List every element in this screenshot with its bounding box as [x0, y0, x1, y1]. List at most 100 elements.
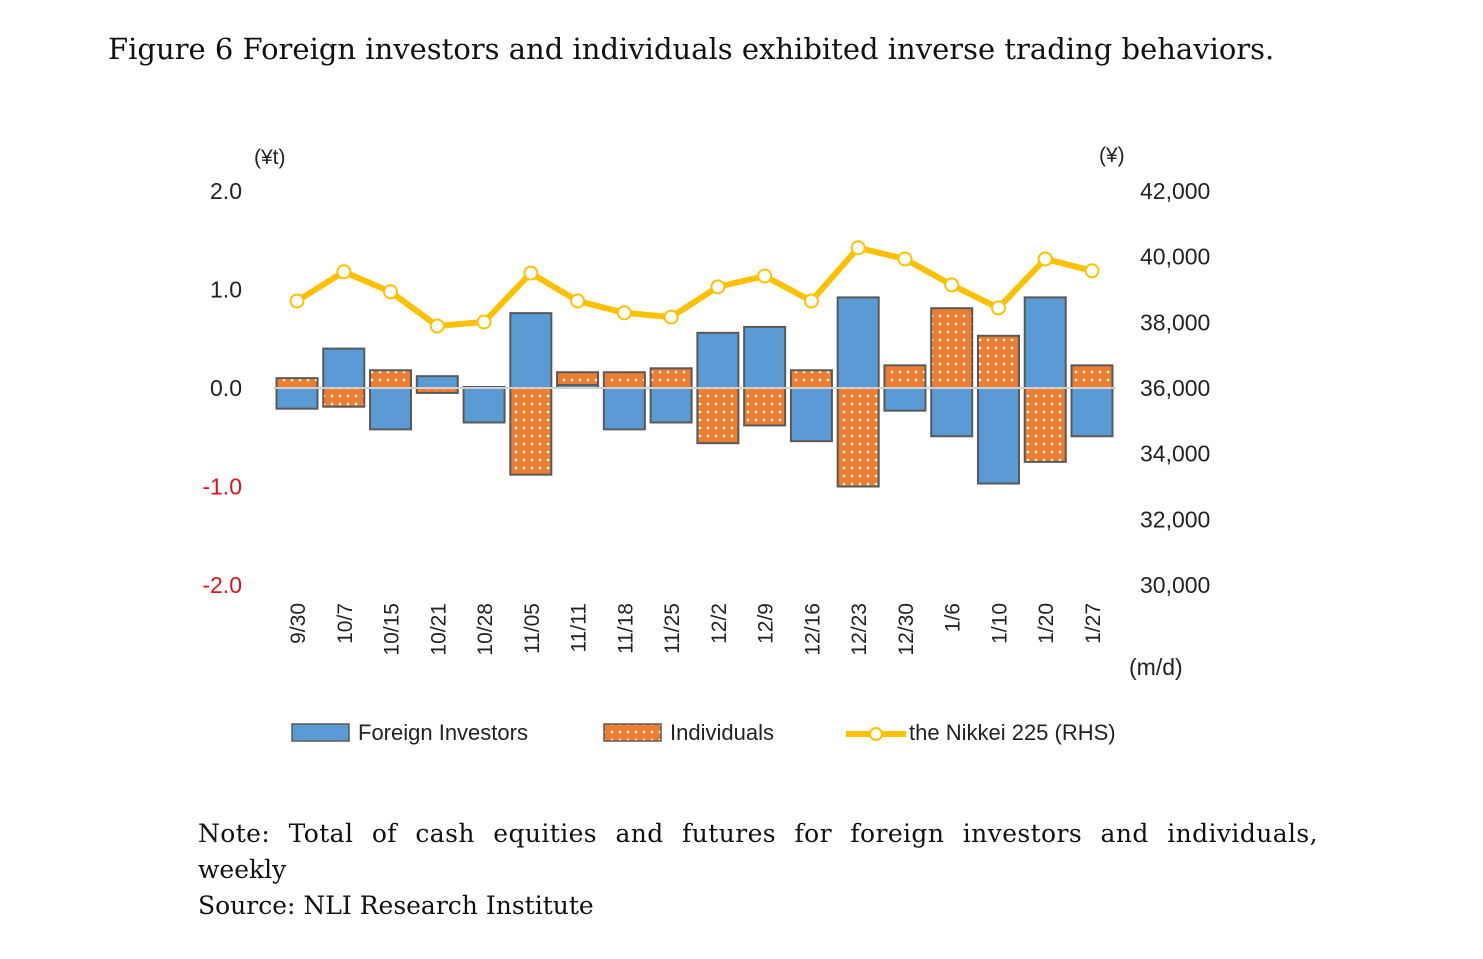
bar-individuals [836, 387, 880, 488]
nikkei-line [295, 244, 1093, 329]
nikkei-point [570, 293, 586, 309]
bar-individuals [602, 371, 646, 389]
x-tick-label: 11/18 [614, 603, 637, 654]
bar-foreign-investors [930, 387, 974, 438]
y2-tick-label: 30,000 [1140, 572, 1210, 598]
x-tick-label: 12/23 [848, 603, 871, 656]
bar-foreign-investors [883, 387, 927, 412]
nikkei-point [757, 268, 773, 284]
bar-individuals [696, 387, 740, 445]
bar-foreign-investors [976, 387, 1020, 485]
bar-foreign-investors [1070, 387, 1114, 438]
source-text: Source: NLI Research Institute [198, 891, 594, 920]
nikkei-point [944, 277, 960, 293]
bar-individuals [1023, 387, 1067, 463]
x-tick-label: 1/27 [1082, 603, 1105, 644]
nikkei-point [523, 265, 539, 281]
y-tick-label: 0.0 [210, 375, 242, 401]
bar-individuals [789, 369, 833, 389]
bar-foreign-investors [602, 387, 646, 431]
nikkei-point [710, 279, 726, 295]
legend-label-individuals: Individuals [670, 720, 774, 745]
bar-individuals [509, 387, 553, 476]
x-tick-label: 12/9 [755, 603, 778, 644]
x-axis-unit-label: (m/d) [1129, 654, 1183, 680]
legend-item-individuals: Individuals [603, 720, 774, 745]
bar-foreign-investors [1023, 296, 1067, 390]
note-text: Note: Total of cash equities and futures… [198, 819, 1318, 848]
bar-individuals [743, 387, 787, 427]
y-tick-label: -2.0 [202, 572, 242, 598]
nikkei-point [897, 251, 913, 267]
x-tick-label: 10/28 [474, 603, 497, 656]
bar-foreign-investors [789, 387, 833, 443]
x-tick-label: 10/15 [381, 603, 404, 656]
nikkei-point [476, 314, 492, 330]
bar-foreign-investors [649, 387, 693, 424]
x-tick-label: 1/10 [988, 603, 1011, 644]
nikkei-point [1037, 251, 1053, 267]
nikkei-point [803, 293, 819, 309]
bar-foreign-investors [415, 375, 459, 389]
note-text-continued: weekly [198, 855, 287, 884]
x-tick-label: 11/05 [521, 603, 544, 654]
nikkei-point [383, 284, 399, 300]
nikkei-point [336, 264, 352, 280]
legend-swatch-individuals [603, 723, 662, 742]
bar-foreign-investors [509, 312, 553, 390]
bar-individuals [322, 387, 366, 408]
x-tick-label: 1/6 [942, 603, 965, 632]
bar-foreign-investors [836, 296, 880, 390]
bar-foreign-investors [462, 387, 506, 424]
x-axis-ticks: 9/30 10/7 10/15 10/21 10/28 11/05 11/11 11/18 11… [287, 603, 1105, 656]
y-axis-ticks: 2.0 1.0 0.0 -1.0 -2.0 [202, 178, 242, 598]
bar-individuals [883, 364, 927, 390]
nikkei-point [850, 240, 866, 256]
y-tick-label: -1.0 [202, 474, 242, 500]
y-tick-label: 1.0 [210, 277, 242, 303]
y2-tick-label: 42,000 [1140, 178, 1210, 204]
legend-label-foreign: Foreign Investors [358, 720, 528, 745]
x-tick-label: 11/11 [568, 603, 591, 652]
legend-item-nikkei: the Nikkei 225 (RHS) [846, 720, 1116, 745]
bars-layer [275, 296, 1114, 488]
nikkei-point [289, 293, 305, 309]
legend-label-nikkei: the Nikkei 225 (RHS) [909, 720, 1116, 745]
y2-axis-unit-label: (¥) [1099, 144, 1125, 167]
figure-title: Figure 6 Foreign investors and individua… [108, 32, 1275, 66]
bar-foreign-investors [275, 387, 319, 410]
x-tick-label: 12/30 [895, 603, 918, 656]
bar-foreign-investors [696, 331, 740, 389]
x-tick-label: 12/2 [708, 603, 731, 644]
nikkei-line-layer [289, 240, 1100, 334]
bar-individuals [556, 371, 600, 387]
bar-individuals [369, 369, 413, 389]
y2-tick-label: 40,000 [1140, 244, 1210, 270]
x-tick-label: 1/20 [1035, 603, 1058, 644]
legend-item-foreign: Foreign Investors [291, 720, 528, 745]
bar-individuals [1070, 364, 1114, 390]
nikkei-point [429, 318, 445, 334]
chart: (¥t) (¥) (m/d) 2.01.00.0-1.0-2.0 42,0004… [202, 144, 1210, 745]
y2-tick-label: 36,000 [1140, 375, 1210, 401]
y2-tick-label: 34,000 [1140, 441, 1210, 467]
nikkei-point [990, 300, 1006, 316]
x-tick-label: 10/21 [427, 603, 450, 656]
bar-foreign-investors [743, 325, 787, 389]
y-axis-unit-label: (¥t) [254, 146, 286, 169]
y2-tick-label: 32,000 [1140, 506, 1210, 532]
bar-individuals [976, 334, 1020, 390]
bar-foreign-investors [322, 347, 366, 390]
y2-tick-label: 38,000 [1140, 309, 1210, 335]
y2-axis-ticks: 42,000 40,000 38,000 36,000 34,000 32,000 30,0… [1140, 178, 1210, 598]
bar-individuals [930, 307, 974, 389]
y-tick-label: 2.0 [210, 178, 242, 204]
bar-individuals [275, 377, 319, 389]
x-tick-label: 12/16 [801, 603, 824, 656]
bar-foreign-investors [369, 387, 413, 431]
nikkei-point [663, 309, 679, 325]
legend-swatch-foreign [291, 723, 350, 742]
notes-block: Note: Total of cash equities and futures… [198, 816, 1318, 924]
x-tick-label: 9/30 [287, 603, 310, 644]
nikkei-point [616, 305, 632, 321]
